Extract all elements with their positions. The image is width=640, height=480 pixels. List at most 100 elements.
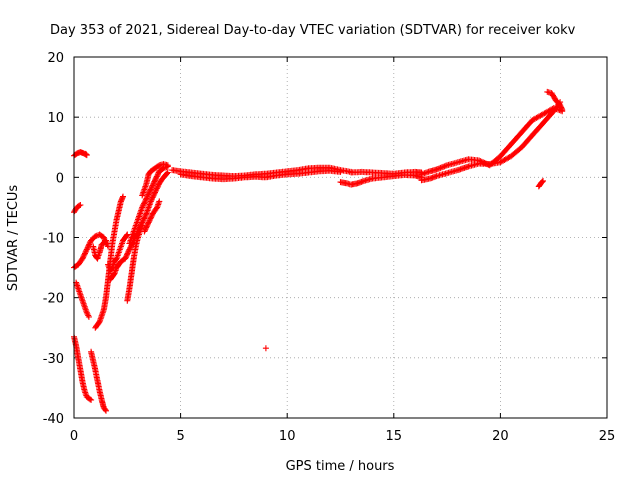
data-point [83,151,90,158]
data-point [83,247,90,254]
data-point [152,176,159,183]
data-point [123,253,130,259]
data-point [148,213,155,219]
data-point [150,181,157,188]
data-point [124,231,131,238]
data-point [141,228,148,235]
data-point [482,160,489,167]
data-point [82,250,88,257]
data-point [84,311,91,318]
data-point [85,242,92,249]
grid-lines [74,57,607,418]
data-point [142,227,148,234]
data-point [122,254,129,261]
data-point [139,222,146,229]
x-tick-label: 10 [279,429,296,444]
data-point [155,182,162,189]
data-point [337,168,344,175]
data-point [144,192,151,199]
data-point [124,251,130,258]
data-point [476,157,483,164]
data-point [144,194,151,201]
data-point [145,219,152,226]
data-point [143,195,150,202]
chart-title: Day 353 of 2021, Sidereal Day-to-day VTE… [50,23,576,38]
data-point [79,255,86,262]
x-axis-label: GPS time / hours [286,459,395,474]
x-tick-label: 25 [599,429,616,444]
data-point [149,195,155,202]
data-point [142,213,149,219]
data-point [127,244,134,250]
data-point [85,312,92,319]
data-point [86,240,93,247]
y-tick-label: -10 [43,232,64,247]
data-point [152,188,159,195]
data-point [477,158,484,165]
plot-frame [73,56,608,419]
data-point [147,187,154,194]
x-tick-label: 0 [70,429,78,444]
data-point [125,247,132,254]
data-point [123,232,130,239]
data-point [83,309,90,316]
data-point [120,193,126,200]
data-point [76,202,83,209]
y-tick-label: 0 [56,171,64,186]
data-point [164,162,171,169]
y-axis-label: SDTVAR / TECUs [6,185,21,292]
y-tick-label: -20 [43,292,64,307]
data-point [147,186,154,193]
data-point [103,407,109,414]
data-point [81,251,88,258]
data-point [148,214,155,221]
data-point [150,179,157,186]
data-point [85,313,92,320]
data-point [122,255,129,262]
axis-ticks: 0 5 10 15 20 25 20 10 0 -10 -20 -30 -40 [43,51,616,444]
data-point [85,244,91,250]
data-point [87,396,93,403]
data-point [153,205,160,212]
data-point [262,345,269,352]
data-point [139,203,146,210]
data-point [141,215,148,222]
data-point [441,163,448,170]
data-point [80,254,87,261]
data-point [149,183,155,190]
data-point [88,396,95,403]
data-point [77,202,84,208]
data-point [539,178,546,185]
y-tick-label: -40 [43,412,64,427]
x-tick-label: 15 [386,429,403,444]
y-tick-label: 20 [47,51,64,66]
data-point [164,170,170,177]
data-point [151,190,158,197]
data-point [102,406,109,413]
data-point [154,184,161,191]
data-point [559,106,566,113]
data-point [86,241,93,248]
data-point [540,177,546,184]
data-point [149,182,156,189]
data-point [146,216,153,223]
data-point [152,189,158,196]
data-point [142,225,149,232]
data-point [154,172,161,179]
data-point [436,165,443,172]
data-point [92,233,99,240]
data-point [153,185,160,192]
data-point [150,192,157,198]
data-point [143,224,150,231]
x-tick-label: 20 [492,429,509,444]
data-point [153,174,160,181]
data-point [142,198,149,204]
data-point [140,216,147,223]
data-point [153,173,160,180]
data-point [82,249,89,256]
y-tick-label: -30 [43,352,64,367]
data-point [143,223,150,230]
data-point [141,199,148,206]
data-point [146,218,153,225]
